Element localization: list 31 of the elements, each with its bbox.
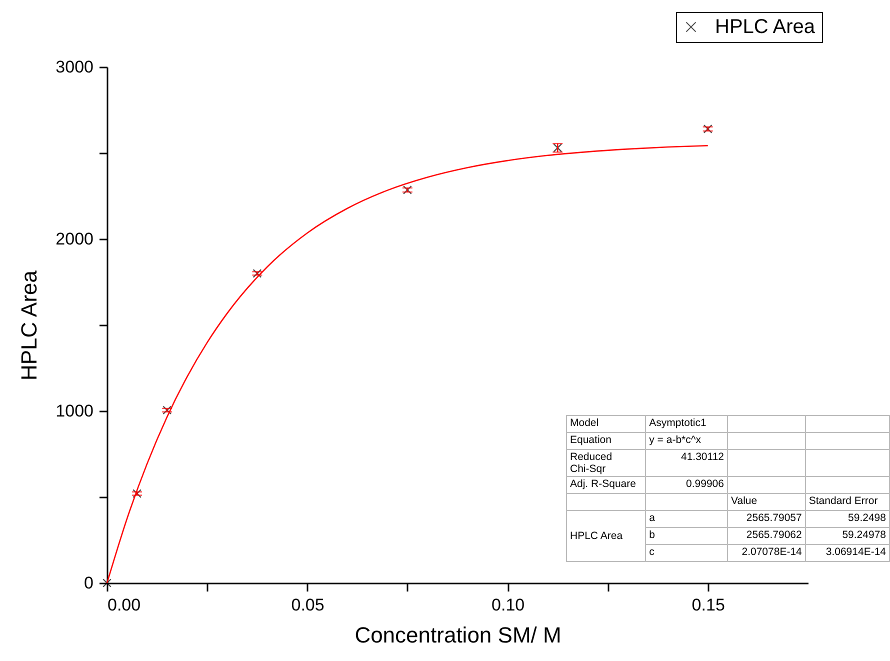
legend-label: HPLC Area <box>715 16 816 38</box>
annotation: Reduced Chi-Sqr <box>570 451 612 475</box>
annotation: Value <box>731 495 758 507</box>
y-tick-label: 0 <box>84 574 94 592</box>
y-tick-label: 2000 <box>56 230 94 248</box>
annotation: Equation <box>570 434 612 446</box>
x-axis-title: Concentration SM/ M <box>354 622 562 648</box>
annotation: c <box>649 546 654 558</box>
x-tick-label: 0.00 <box>108 596 141 614</box>
annotation: Asymptotic1 <box>649 417 706 429</box>
annotation: 2565.79062 <box>746 529 802 541</box>
x-tick-label: 0.15 <box>692 596 725 614</box>
x-tick-label: 0.05 <box>291 596 324 614</box>
y-axis-title: HPLC Area <box>16 270 42 381</box>
text: 59.24978 <box>842 529 886 541</box>
annotation: Adj. R-Square <box>570 478 636 490</box>
y-tick-label: 3000 <box>56 58 94 76</box>
annotation: a <box>649 512 655 524</box>
y-tick-label: 1000 <box>56 402 94 420</box>
annotation: 0.99906 <box>686 478 724 490</box>
annotation: 41.30112 <box>680 451 724 463</box>
text: 3.06914E-14 <box>826 546 886 558</box>
annotation: 2565.79057 <box>746 512 802 524</box>
annotation: b <box>649 529 655 541</box>
annotation: 2.07078E-14 <box>742 546 802 558</box>
annotation: Model <box>570 417 599 429</box>
annotation: y = a-b*c^x <box>649 434 702 446</box>
text: Standard Error <box>808 495 878 507</box>
text: 59.2498 <box>848 512 886 524</box>
x-tick-label: 0.10 <box>492 596 525 614</box>
annotation: HPLC Area <box>570 530 623 542</box>
